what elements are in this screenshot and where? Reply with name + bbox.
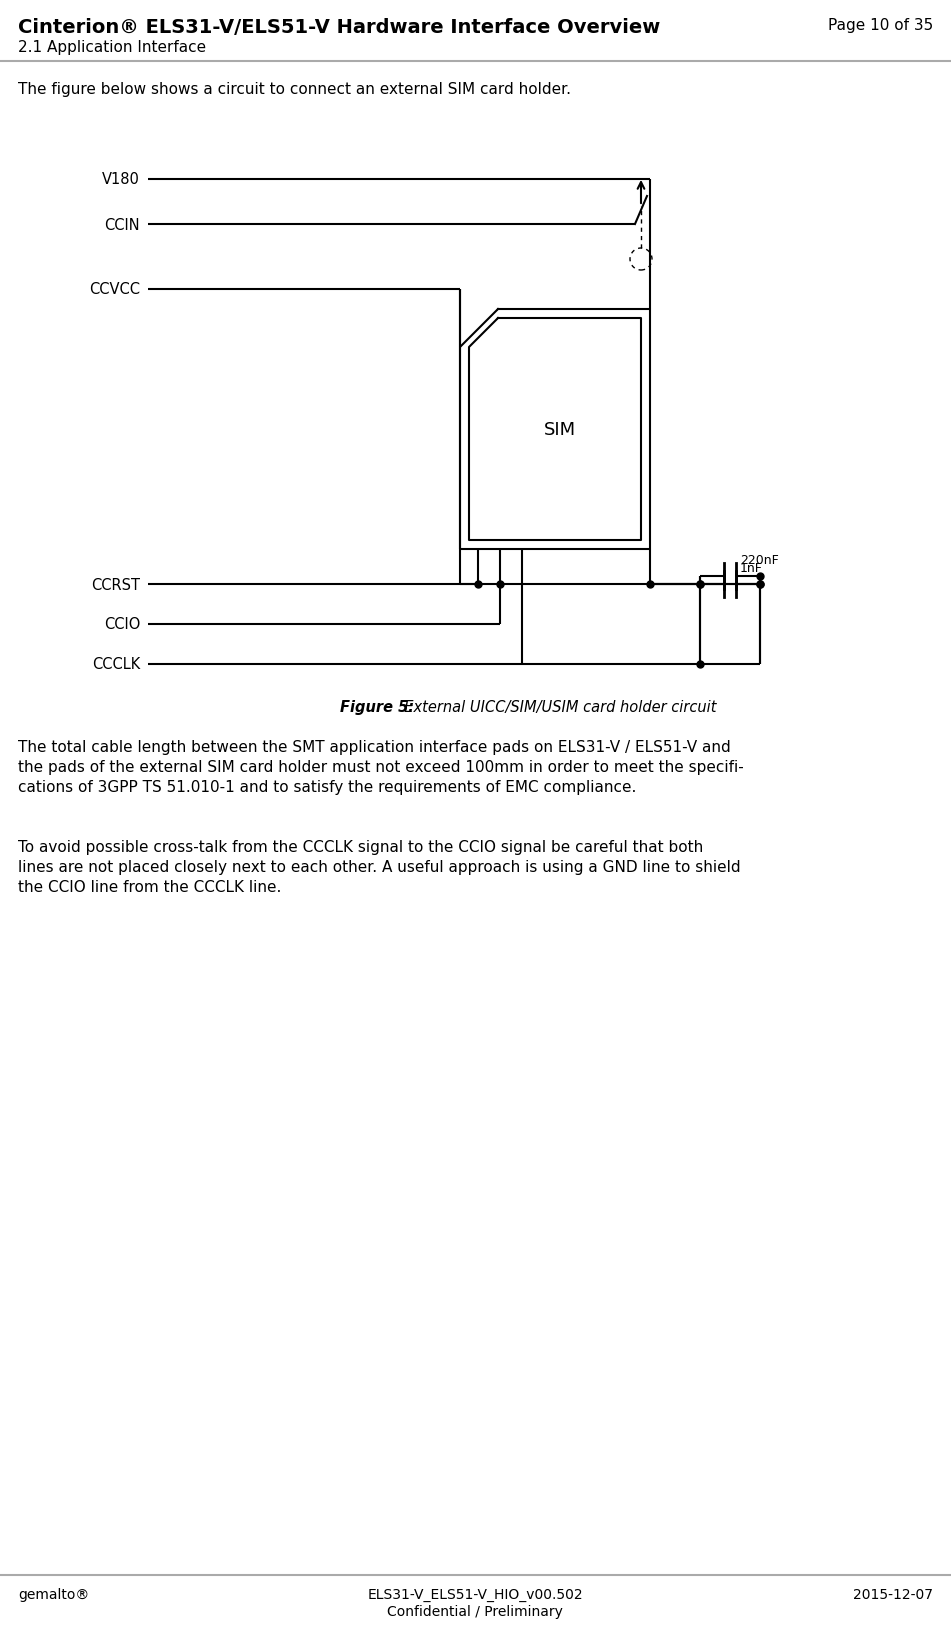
- Text: 220nF: 220nF: [740, 554, 779, 567]
- Text: Cinterion® ELS31-V/ELS51-V Hardware Interface Overview: Cinterion® ELS31-V/ELS51-V Hardware Inte…: [18, 18, 660, 38]
- Text: The total cable length between the SMT application interface pads on ELS31-V / E: The total cable length between the SMT a…: [18, 739, 730, 754]
- Text: CCCLK: CCCLK: [91, 657, 140, 672]
- Text: the pads of the external SIM card holder must not exceed 100mm in order to meet : the pads of the external SIM card holder…: [18, 759, 744, 775]
- Text: cations of 3GPP TS 51.010-1 and to satisfy the requirements of EMC compliance.: cations of 3GPP TS 51.010-1 and to satis…: [18, 780, 636, 795]
- Text: Confidential / Preliminary: Confidential / Preliminary: [387, 1605, 563, 1618]
- Text: ELS31-V_ELS51-V_HIO_v00.502: ELS31-V_ELS51-V_HIO_v00.502: [367, 1587, 583, 1601]
- Text: lines are not placed closely next to each other. A useful approach is using a GN: lines are not placed closely next to eac…: [18, 859, 741, 875]
- Text: 2015-12-07: 2015-12-07: [853, 1587, 933, 1601]
- Text: V180: V180: [102, 172, 140, 187]
- Text: To avoid possible cross-talk from the CCCLK signal to the CCIO signal be careful: To avoid possible cross-talk from the CC…: [18, 839, 703, 854]
- Text: CCRST: CCRST: [91, 577, 140, 592]
- Text: CCIO: CCIO: [104, 618, 140, 633]
- Text: CCVCC: CCVCC: [89, 282, 140, 297]
- Text: Figure 5:: Figure 5:: [340, 700, 414, 715]
- Text: gemalto®: gemalto®: [18, 1587, 89, 1601]
- Text: External UICC/SIM/USIM card holder circuit: External UICC/SIM/USIM card holder circu…: [395, 700, 716, 715]
- Text: The figure below shows a circuit to connect an external SIM card holder.: The figure below shows a circuit to conn…: [18, 82, 571, 97]
- Text: the CCIO line from the CCCLK line.: the CCIO line from the CCCLK line.: [18, 880, 281, 895]
- Text: 1nF: 1nF: [740, 562, 763, 575]
- Text: Page 10 of 35: Page 10 of 35: [827, 18, 933, 33]
- Text: CCIN: CCIN: [105, 218, 140, 233]
- Text: SIM: SIM: [544, 421, 576, 439]
- Text: 2.1 Application Interface: 2.1 Application Interface: [18, 39, 206, 56]
